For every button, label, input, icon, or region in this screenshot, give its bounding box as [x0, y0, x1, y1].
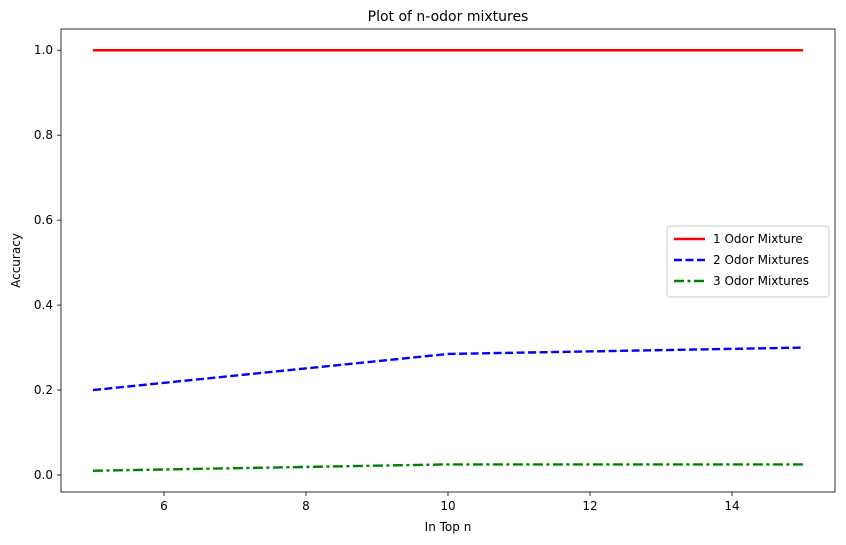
- y-tick-label: 0.8: [34, 128, 53, 142]
- chart-title: Plot of n-odor mixtures: [368, 9, 529, 25]
- x-axis: 6 8 10 12 14: [160, 492, 740, 513]
- x-tick-label: 12: [582, 499, 597, 513]
- legend-label-1: 1 Odor Mixture: [713, 232, 803, 246]
- y-tick-label: 0.2: [34, 383, 53, 397]
- y-axis: 0.0 0.2 0.4 0.6 0.8 1.0: [34, 43, 61, 482]
- x-tick-label: 6: [160, 499, 168, 513]
- series-line-3: [92, 463, 804, 472]
- series-group: [92, 49, 804, 472]
- legend: 1 Odor Mixture 2 Odor Mixtures 3 Odor Mixt…: [666, 225, 830, 298]
- y-axis-label: Accuracy: [9, 233, 23, 288]
- x-tick-label: 10: [440, 499, 455, 513]
- y-tick-label: 0.4: [34, 298, 53, 312]
- series-line-2: [92, 346, 804, 392]
- x-tick-label: 14: [724, 499, 739, 513]
- y-tick-label: 0.6: [34, 213, 53, 227]
- x-tick-label: 8: [302, 499, 310, 513]
- y-tick-label: 1.0: [34, 43, 53, 57]
- legend-box: [666, 225, 830, 298]
- legend-label-2: 2 Odor Mixtures: [713, 253, 809, 267]
- y-tick-label: 0.0: [34, 468, 53, 482]
- legend-label-3: 3 Odor Mixtures: [713, 274, 809, 288]
- x-axis-label: In Top n: [425, 520, 472, 534]
